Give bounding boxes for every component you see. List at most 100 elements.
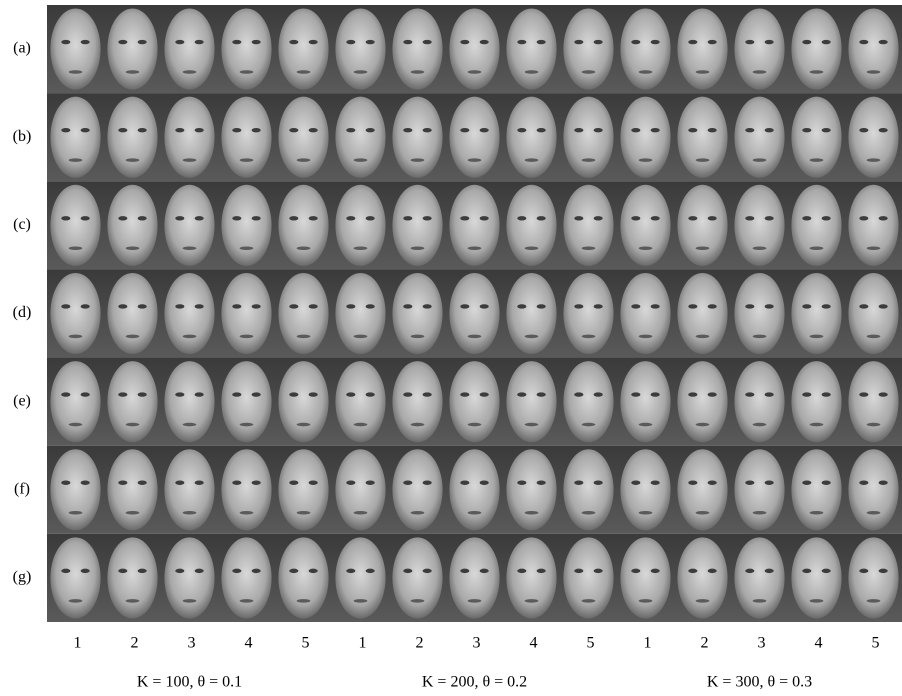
- mouth: [638, 246, 653, 251]
- eye: [346, 39, 356, 45]
- mouth: [68, 158, 83, 162]
- eye: [707, 304, 717, 309]
- face-image: [389, 533, 446, 622]
- eye: [878, 39, 888, 45]
- eye: [517, 127, 527, 133]
- face-image: [332, 445, 389, 534]
- mouth: [182, 510, 197, 515]
- face-shape: [506, 537, 557, 619]
- mouth: [866, 246, 881, 251]
- eye: [631, 39, 641, 45]
- eye: [631, 568, 641, 574]
- face-shape: [107, 8, 158, 90]
- image-grid: [47, 5, 902, 622]
- face-shape: [107, 96, 158, 178]
- column-number: 2: [131, 635, 139, 652]
- face-shape: [50, 272, 101, 355]
- face-shape: [278, 184, 329, 266]
- face-shape: [563, 537, 614, 619]
- eye: [194, 392, 204, 397]
- mouth: [182, 334, 197, 339]
- eye: [175, 216, 185, 221]
- eye: [137, 480, 147, 485]
- eye: [802, 568, 812, 574]
- face-image: [218, 445, 275, 534]
- mouth: [410, 70, 425, 74]
- eye: [460, 39, 470, 45]
- face-image: [275, 533, 332, 622]
- eye: [688, 127, 698, 133]
- face-image: [503, 445, 560, 534]
- eye: [232, 304, 242, 309]
- face-shape: [335, 96, 386, 178]
- mouth: [638, 158, 653, 162]
- face-image: [389, 357, 446, 446]
- column-number: 3: [473, 635, 481, 652]
- face-shape: [620, 449, 671, 531]
- eye: [536, 216, 546, 221]
- eye: [745, 39, 755, 45]
- eye: [479, 392, 489, 397]
- eye: [346, 127, 356, 133]
- eye: [745, 216, 755, 221]
- eye: [707, 216, 717, 221]
- eye: [631, 480, 641, 485]
- mouth: [239, 510, 254, 515]
- eye: [365, 304, 375, 309]
- eye: [517, 392, 527, 397]
- mouth: [524, 158, 539, 162]
- face-shape: [278, 449, 329, 531]
- face-image: [275, 269, 332, 358]
- face-shape: [506, 96, 557, 178]
- face-shape: [563, 272, 614, 355]
- eye: [574, 480, 584, 485]
- eye: [118, 480, 128, 485]
- face-image: [617, 93, 674, 182]
- mouth: [239, 599, 254, 603]
- face-shape: [335, 8, 386, 90]
- face-image: [446, 93, 503, 182]
- face-shape: [335, 361, 386, 443]
- face-shape: [107, 184, 158, 266]
- eye: [422, 39, 432, 45]
- eye: [593, 216, 603, 221]
- mouth: [752, 246, 767, 251]
- eye: [365, 39, 375, 45]
- eye: [764, 127, 774, 133]
- face-image: [788, 445, 845, 534]
- eye: [422, 304, 432, 309]
- face-shape: [677, 184, 728, 266]
- mouth: [866, 334, 881, 339]
- face-image: [275, 5, 332, 94]
- face-image: [47, 269, 104, 358]
- eye: [688, 39, 698, 45]
- face-image: [332, 5, 389, 94]
- face-shape: [848, 537, 899, 619]
- mouth: [410, 510, 425, 515]
- mouth: [467, 599, 482, 603]
- column-number: 4: [815, 635, 823, 652]
- mouth: [467, 158, 482, 162]
- eye: [631, 127, 641, 133]
- eye: [479, 216, 489, 221]
- mouth: [752, 158, 767, 162]
- eye: [61, 127, 71, 133]
- eye: [878, 127, 888, 133]
- eye: [707, 568, 717, 574]
- eye: [422, 480, 432, 485]
- eye: [859, 480, 869, 485]
- eye: [289, 127, 299, 133]
- eye: [80, 392, 90, 397]
- mouth: [581, 510, 596, 515]
- eye: [80, 127, 90, 133]
- eye: [878, 568, 888, 574]
- eye: [346, 568, 356, 574]
- column-number: 1: [74, 635, 82, 652]
- face-image: [674, 269, 731, 358]
- eye: [175, 39, 185, 45]
- mouth: [353, 70, 368, 74]
- mouth: [182, 70, 197, 74]
- eye: [232, 216, 242, 221]
- face-image: [560, 533, 617, 622]
- eye: [137, 304, 147, 309]
